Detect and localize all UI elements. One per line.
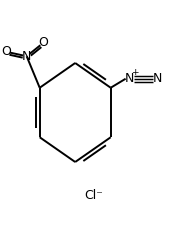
Text: N: N xyxy=(22,50,31,63)
Text: O: O xyxy=(39,36,48,49)
Text: Cl⁻: Cl⁻ xyxy=(84,189,103,202)
Text: N: N xyxy=(153,72,162,85)
Text: +: + xyxy=(131,68,138,77)
Text: O: O xyxy=(1,45,11,58)
Text: N: N xyxy=(125,72,134,85)
